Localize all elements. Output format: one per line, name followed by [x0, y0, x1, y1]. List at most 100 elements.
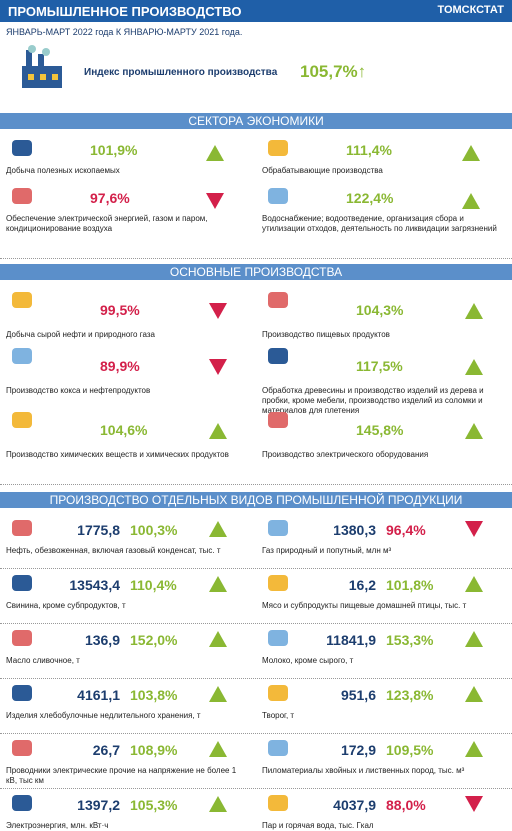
separator — [0, 678, 512, 679]
icon — [268, 795, 288, 811]
item-label: Свинина, кроме субпродуктов, т — [6, 601, 126, 610]
section-bar: ОСНОВНЫЕ ПРОИЗВОДСТВА — [0, 264, 512, 280]
separator — [0, 733, 512, 734]
item-label: Производство пищевых продуктов — [262, 330, 390, 339]
item-label: Электроэнергия, млн. кВт·ч — [6, 821, 109, 830]
percent: 152,0% — [130, 632, 178, 648]
percent: 101,8% — [386, 577, 434, 593]
icon — [268, 520, 288, 536]
icon — [12, 685, 32, 701]
percent: 123,8% — [386, 687, 434, 703]
icon — [12, 520, 32, 536]
icon — [12, 575, 32, 591]
trend-up — [462, 145, 480, 161]
amount: 11841,9 — [326, 632, 376, 648]
item-label: Масло сливочное, т — [6, 656, 80, 665]
amount: 16,2 — [348, 577, 376, 593]
item-label: Нефть, обезвоженная, включая газовый кон… — [6, 546, 221, 555]
icon — [12, 630, 32, 646]
amount: 1397,2 — [77, 797, 120, 813]
separator — [0, 258, 512, 259]
icon — [12, 292, 32, 308]
icon — [268, 188, 288, 204]
item-label: Проводники электрические прочие на напря… — [6, 766, 237, 785]
item-label: Творог, т — [262, 711, 295, 720]
amount: 951,6 — [340, 687, 376, 703]
percent: 96,4% — [386, 522, 426, 538]
header-bar — [0, 0, 512, 22]
amount: 4161,1 — [77, 687, 120, 703]
index-value: 105,7%↑ — [300, 62, 367, 81]
subtitle: ЯНВАРЬ-МАРТ 2022 года К ЯНВАРЮ-МАРТУ 202… — [6, 27, 243, 37]
trend-up — [465, 303, 483, 319]
percent: 122,4% — [346, 190, 394, 206]
trend-down — [465, 521, 483, 537]
icon — [268, 348, 288, 364]
trend-up — [206, 145, 224, 161]
title: ПРОМЫШЛЕННОЕ ПРОИЗВОДСТВО — [8, 4, 242, 19]
percent: 97,6% — [90, 190, 130, 206]
item-label: Обрабатывающие производства — [262, 166, 383, 175]
item-label: Изделия хлебобулочные недлительного хран… — [6, 711, 201, 720]
section-bar: ПРОИЗВОДСТВО ОТДЕЛЬНЫХ ВИДОВ ПРОМЫШЛЕННО… — [0, 492, 512, 508]
icon — [12, 188, 32, 204]
separator — [0, 788, 512, 789]
icon — [268, 292, 288, 308]
trend-up — [209, 741, 227, 757]
item-label: Водоснабжение; водоотведение, организаци… — [262, 214, 497, 233]
percent: 104,6% — [100, 422, 148, 438]
amount: 172,9 — [340, 742, 376, 758]
trend-up — [209, 796, 227, 812]
item-label: Газ природный и попутный, млн м³ — [262, 546, 392, 555]
amount: 4037,9 — [333, 797, 376, 813]
trend-up — [465, 741, 483, 757]
icon — [268, 685, 288, 701]
item-label: Производство кокса и нефтепродуктов — [6, 386, 151, 395]
trend-up — [209, 631, 227, 647]
trend-up — [209, 423, 227, 439]
percent: 100,3% — [130, 522, 178, 538]
percent: 99,5% — [100, 302, 140, 318]
section-bar: СЕКТОРА ЭКОНОМИКИ — [0, 113, 512, 129]
trend-up — [209, 521, 227, 537]
item-label: Обработка древесины и производство издел… — [262, 386, 484, 415]
trend-up — [209, 686, 227, 702]
trend-up — [209, 576, 227, 592]
amount: 26,7 — [92, 742, 120, 758]
item-label: Добыча сырой нефти и природного газа — [6, 330, 155, 339]
amount: 136,9 — [84, 632, 120, 648]
separator — [0, 484, 512, 485]
trend-up — [465, 423, 483, 439]
item-label: Производство электрического оборудования — [262, 450, 429, 459]
item-label: Обеспечение электрической энергией, газо… — [6, 214, 208, 233]
percent: 117,5% — [356, 358, 403, 374]
separator — [0, 623, 512, 624]
item-label: Молоко, кроме сырого, т — [262, 656, 354, 665]
trend-down — [209, 359, 227, 375]
item-label: Пиломатериалы хвойных и лиственных пород… — [262, 766, 465, 775]
trend-down — [465, 796, 483, 812]
brand: ТОМСКСТАТ — [437, 4, 505, 16]
trend-up — [465, 576, 483, 592]
percent: 108,9% — [130, 742, 178, 758]
icon — [268, 140, 288, 156]
item-label: Пар и горячая вода, тыс. Гкал — [262, 821, 374, 830]
icon — [268, 575, 288, 591]
trend-up — [465, 359, 483, 375]
factory-icon — [22, 45, 62, 88]
trend-down — [206, 193, 224, 209]
trend-up — [465, 686, 483, 702]
icon — [268, 630, 288, 646]
icon — [268, 740, 288, 756]
trend-up — [465, 631, 483, 647]
icon — [12, 412, 32, 428]
trend-up — [462, 193, 480, 209]
percent: 105,3% — [130, 797, 178, 813]
trend-down — [209, 303, 227, 319]
icon — [12, 140, 32, 156]
index-label: Индекс промышленного производства — [84, 67, 278, 78]
percent: 145,8% — [356, 422, 404, 438]
separator — [0, 568, 512, 569]
amount: 1775,8 — [77, 522, 120, 538]
